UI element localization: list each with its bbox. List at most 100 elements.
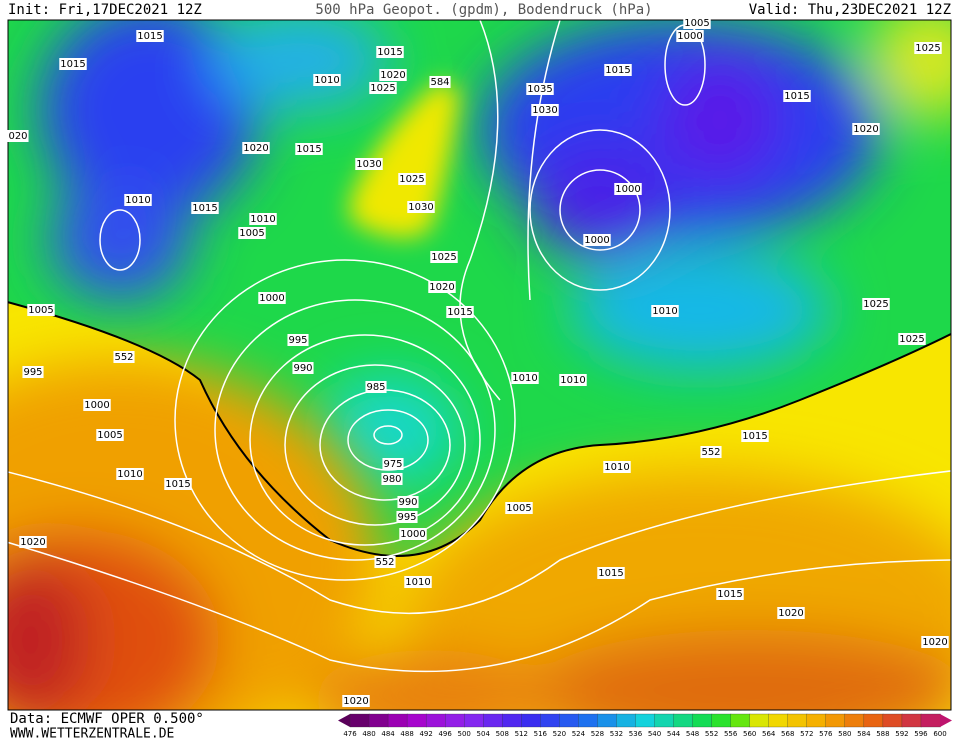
- isobar-label: 995: [396, 511, 418, 523]
- isobar-label: 552: [374, 556, 396, 568]
- isobar-value: 1015: [137, 31, 162, 42]
- isobar-value: 1025: [370, 83, 395, 94]
- isobar-label: 1025: [369, 82, 397, 94]
- isobar-label: 1015: [59, 58, 87, 70]
- colorbar-label: 528: [591, 730, 604, 738]
- label-box: [376, 46, 404, 58]
- label-box: [676, 30, 704, 42]
- isobar-value: 1025: [431, 252, 456, 263]
- isobar-value: 1015: [165, 479, 190, 490]
- isobar-value: 1015: [447, 307, 472, 318]
- isobar-label: 1025: [914, 42, 942, 54]
- isobar-label: 1010: [124, 194, 152, 206]
- isobar-label: 1015: [446, 306, 474, 318]
- isobar-value: 1015: [60, 59, 85, 70]
- isobar-value: 1015: [605, 65, 630, 76]
- isobar-label: 1015: [597, 567, 625, 579]
- isobar-label: 1025: [898, 333, 926, 345]
- label-box: [342, 695, 370, 707]
- valid-label: Valid: Thu,23DEC2021 12Z: [749, 2, 951, 18]
- isobar-label: 1005: [238, 227, 266, 239]
- isobar-label: 1015: [191, 202, 219, 214]
- label-box: [511, 372, 539, 384]
- label-box: [379, 69, 407, 81]
- isobar-label: 980: [381, 473, 403, 485]
- isobar-value: 990: [398, 497, 417, 508]
- label-box: [505, 502, 533, 514]
- isobar-value: 1020: [778, 608, 803, 619]
- colorbar-cell: [406, 713, 427, 728]
- colorbar-cell: [673, 713, 694, 728]
- isobar-value: 1025: [863, 299, 888, 310]
- label-box: [242, 142, 270, 154]
- colorbar-cell: [483, 713, 503, 728]
- isobar-label: 1015: [716, 588, 744, 600]
- colorbar-cell: [368, 713, 389, 728]
- label-box: [583, 234, 611, 246]
- isobar-value: 1015: [784, 91, 809, 102]
- label-box: [396, 511, 418, 523]
- isobar-value: 1015: [192, 203, 217, 214]
- label-box: [287, 334, 309, 346]
- colorbar-label: 476: [343, 730, 357, 738]
- label-box: [526, 83, 554, 95]
- colorbar-arrow-left: [338, 714, 350, 727]
- isobar-value: 1020: [922, 637, 947, 648]
- isobar-label: 1015: [783, 90, 811, 102]
- isobar-value: 1005: [684, 18, 709, 29]
- isobar-label: 995: [22, 366, 44, 378]
- isobar-label: 1010: [404, 576, 432, 588]
- isobar-label: 1010: [511, 372, 539, 384]
- isobar-label: 584: [429, 76, 451, 88]
- map-frame: [7, 19, 952, 711]
- colorbar-label: 512: [515, 730, 528, 738]
- isobar-label: 1030: [355, 158, 383, 170]
- colorbar-cell: [711, 713, 732, 728]
- isobar-value: 020: [8, 131, 27, 142]
- colorbar-label: 492: [419, 730, 432, 738]
- isobar-label: 1010: [603, 461, 631, 473]
- isobar-label: 1025: [430, 251, 458, 263]
- isobar-value: 1010: [652, 306, 677, 317]
- isobar-value: 1020: [243, 143, 268, 154]
- isobar-value: 1000: [400, 529, 425, 540]
- isobar-label: 1020: [921, 636, 949, 648]
- colorbar-label: 556: [724, 730, 738, 738]
- isobar-label: 1010: [116, 468, 144, 480]
- colorbar-label: 524: [572, 730, 586, 738]
- label-box: [404, 576, 432, 588]
- isobar-value: 1030: [356, 159, 381, 170]
- label-box: [603, 461, 631, 473]
- colorbar-cell: [635, 713, 656, 728]
- isobar-value: 1020: [429, 282, 454, 293]
- label-box: [258, 292, 286, 304]
- isobar-value: 1025: [399, 174, 424, 185]
- colorbar-label: 584: [857, 730, 871, 738]
- isobar-label: 1020: [242, 142, 270, 154]
- isobar-label: 1010: [249, 213, 277, 225]
- isobar-label: 1030: [407, 201, 435, 213]
- colorbar-label: 568: [781, 730, 794, 738]
- label-box: [716, 588, 744, 600]
- label-box: [446, 306, 474, 318]
- label-box: [700, 446, 722, 458]
- isobar-value: 1030: [532, 105, 557, 116]
- colorbar-label: 516: [534, 730, 548, 738]
- colorbar-cell: [387, 713, 408, 728]
- isobar-value: 1000: [615, 184, 640, 195]
- isobar-value: 1020: [380, 70, 405, 81]
- colorbar-cell: [730, 713, 751, 728]
- label-box: [783, 90, 811, 102]
- colorbar-label: 484: [381, 730, 395, 738]
- label-box: [113, 351, 135, 363]
- isobar-value: 1000: [677, 31, 702, 42]
- data-source: Data: ECMWF OPER 0.500°: [10, 711, 204, 727]
- isobar-label: 020: [7, 130, 29, 142]
- isobar-value: 552: [701, 447, 720, 458]
- isobar-label: 1020: [342, 695, 370, 707]
- isobar-label: 1020: [379, 69, 407, 81]
- colorbar-label: 504: [477, 730, 491, 738]
- colorbar-label: 532: [610, 730, 623, 738]
- isobar-label: 1015: [741, 430, 769, 442]
